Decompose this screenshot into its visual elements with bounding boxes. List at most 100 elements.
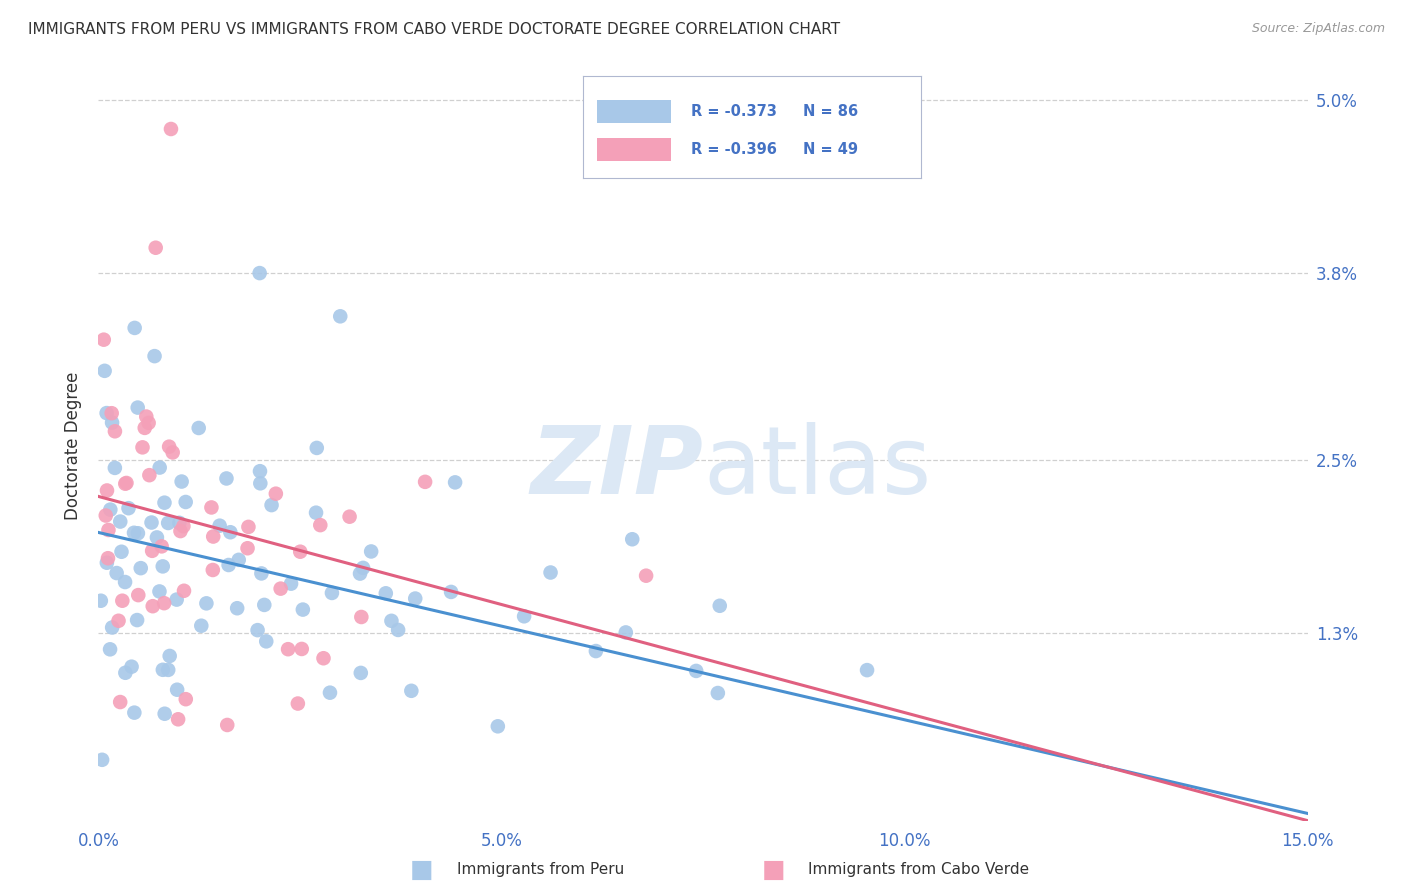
Point xyxy=(98,502,121,516)
Point xyxy=(122,525,145,540)
Point xyxy=(172,519,194,533)
Point xyxy=(90,593,112,607)
Point xyxy=(349,566,371,581)
Point xyxy=(146,531,169,545)
Point xyxy=(141,516,163,530)
Text: ■: ■ xyxy=(411,858,433,881)
Point xyxy=(160,122,183,136)
Point xyxy=(104,424,127,438)
Text: ZIP: ZIP xyxy=(530,423,703,515)
Point xyxy=(157,440,180,454)
Point xyxy=(108,695,131,709)
Point xyxy=(636,568,658,582)
Point xyxy=(291,642,314,657)
Point xyxy=(250,566,273,581)
Text: R = -0.396: R = -0.396 xyxy=(692,142,778,157)
Point xyxy=(127,526,149,541)
Point xyxy=(174,692,197,706)
Point xyxy=(135,409,157,424)
Point xyxy=(685,664,707,678)
Point xyxy=(150,540,173,554)
Text: Immigrants from Cabo Verde: Immigrants from Cabo Verde xyxy=(808,863,1029,877)
Point xyxy=(169,524,191,538)
Point xyxy=(339,509,361,524)
Point xyxy=(621,533,644,547)
Point xyxy=(305,441,328,455)
Point xyxy=(114,476,136,491)
Point xyxy=(100,406,122,420)
Point xyxy=(387,623,409,637)
Point xyxy=(380,614,402,628)
FancyBboxPatch shape xyxy=(598,101,671,123)
Point xyxy=(238,520,260,534)
Point xyxy=(138,416,160,430)
Point xyxy=(401,683,423,698)
Point xyxy=(153,496,176,510)
Point xyxy=(124,321,146,335)
Point xyxy=(202,530,225,544)
Point xyxy=(124,706,146,720)
Point xyxy=(709,599,731,613)
Point xyxy=(169,516,191,530)
Point xyxy=(246,623,269,637)
Point xyxy=(540,566,562,580)
Point xyxy=(157,663,180,677)
Point xyxy=(187,421,209,435)
Point xyxy=(290,545,312,559)
Text: ■: ■ xyxy=(762,858,785,881)
Point xyxy=(280,576,302,591)
Point xyxy=(162,445,184,459)
Point xyxy=(145,241,167,255)
Point xyxy=(254,634,277,648)
Point xyxy=(856,663,879,677)
Point xyxy=(110,545,132,559)
Point xyxy=(127,613,149,627)
Point xyxy=(236,541,259,556)
Point xyxy=(129,561,152,575)
Point xyxy=(121,659,143,673)
Point xyxy=(312,651,335,665)
Point xyxy=(174,495,197,509)
Point xyxy=(115,475,138,490)
Point xyxy=(159,648,181,663)
Point xyxy=(93,364,115,378)
Point xyxy=(141,544,163,558)
Point xyxy=(350,610,373,624)
Point xyxy=(167,712,190,726)
Point xyxy=(152,559,174,574)
Point xyxy=(350,665,373,680)
Point xyxy=(111,593,134,607)
Point xyxy=(360,544,382,558)
Point xyxy=(249,476,271,491)
Point xyxy=(97,551,120,566)
Point xyxy=(305,506,328,520)
Point xyxy=(614,625,637,640)
Point xyxy=(153,596,176,610)
Point xyxy=(321,586,343,600)
Point xyxy=(208,518,231,533)
Point xyxy=(96,483,118,498)
Point xyxy=(134,421,156,435)
Point xyxy=(249,464,271,478)
Text: N = 86: N = 86 xyxy=(803,104,858,120)
Point xyxy=(149,460,172,475)
Point xyxy=(101,620,124,634)
Text: R = -0.373: R = -0.373 xyxy=(692,104,778,120)
Point xyxy=(110,515,132,529)
Point xyxy=(107,614,129,628)
Point xyxy=(309,518,332,533)
Point xyxy=(513,609,536,624)
Point xyxy=(585,644,607,658)
Point xyxy=(249,266,271,280)
Point xyxy=(260,498,283,512)
Text: N = 49: N = 49 xyxy=(803,142,858,157)
Point xyxy=(96,556,118,570)
Point xyxy=(170,475,193,489)
Point xyxy=(127,401,149,415)
Point xyxy=(352,561,374,575)
Y-axis label: Doctorate Degree: Doctorate Degree xyxy=(65,372,83,520)
Point xyxy=(413,475,436,489)
Point xyxy=(287,697,309,711)
Point xyxy=(264,486,287,500)
Point xyxy=(270,582,292,596)
